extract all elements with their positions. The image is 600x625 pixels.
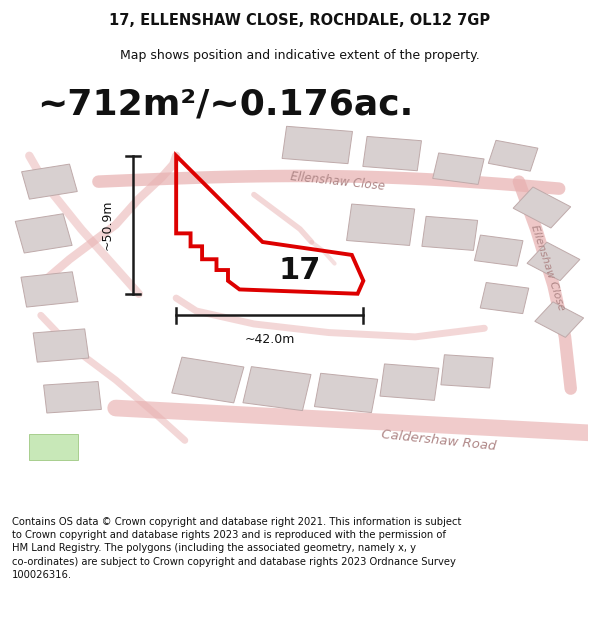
Bar (513, 187, 571, 228)
Text: Ellenshaw Close: Ellenshaw Close (529, 224, 566, 312)
Text: 17: 17 (279, 256, 321, 284)
Bar (15, 214, 72, 253)
Text: ~50.9m: ~50.9m (101, 199, 113, 250)
Bar (535, 302, 584, 338)
Bar (22, 164, 77, 199)
Text: Caldershaw Road: Caldershaw Road (380, 428, 496, 453)
Bar (475, 235, 523, 266)
Bar (422, 216, 478, 251)
Bar (282, 126, 352, 164)
Text: Contains OS data © Crown copyright and database right 2021. This information is : Contains OS data © Crown copyright and d… (12, 517, 461, 580)
Text: Map shows position and indicative extent of the property.: Map shows position and indicative extent… (120, 49, 480, 62)
Text: 17, ELLENSHAW CLOSE, ROCHDALE, OL12 7GP: 17, ELLENSHAW CLOSE, ROCHDALE, OL12 7GP (109, 13, 491, 28)
Bar (44, 381, 101, 413)
Bar (488, 141, 538, 171)
Polygon shape (29, 434, 78, 460)
Bar (347, 204, 415, 246)
Bar (380, 364, 439, 401)
Bar (172, 357, 244, 403)
Bar (21, 272, 78, 307)
Bar (441, 355, 493, 388)
Bar (243, 367, 311, 411)
Bar (527, 242, 580, 281)
Bar (433, 153, 484, 184)
Bar (363, 136, 421, 171)
Bar (480, 282, 529, 314)
Text: Ellenshaw Close: Ellenshaw Close (290, 170, 385, 193)
Bar (314, 373, 378, 413)
Bar (33, 329, 89, 362)
Text: ~42.0m: ~42.0m (245, 332, 295, 346)
Text: ~712m²/~0.176ac.: ~712m²/~0.176ac. (37, 87, 413, 121)
